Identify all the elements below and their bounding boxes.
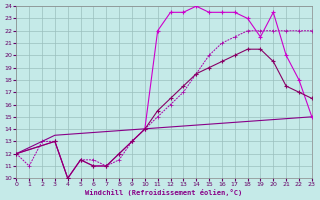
X-axis label: Windchill (Refroidissement éolien,°C): Windchill (Refroidissement éolien,°C) [85,189,243,196]
